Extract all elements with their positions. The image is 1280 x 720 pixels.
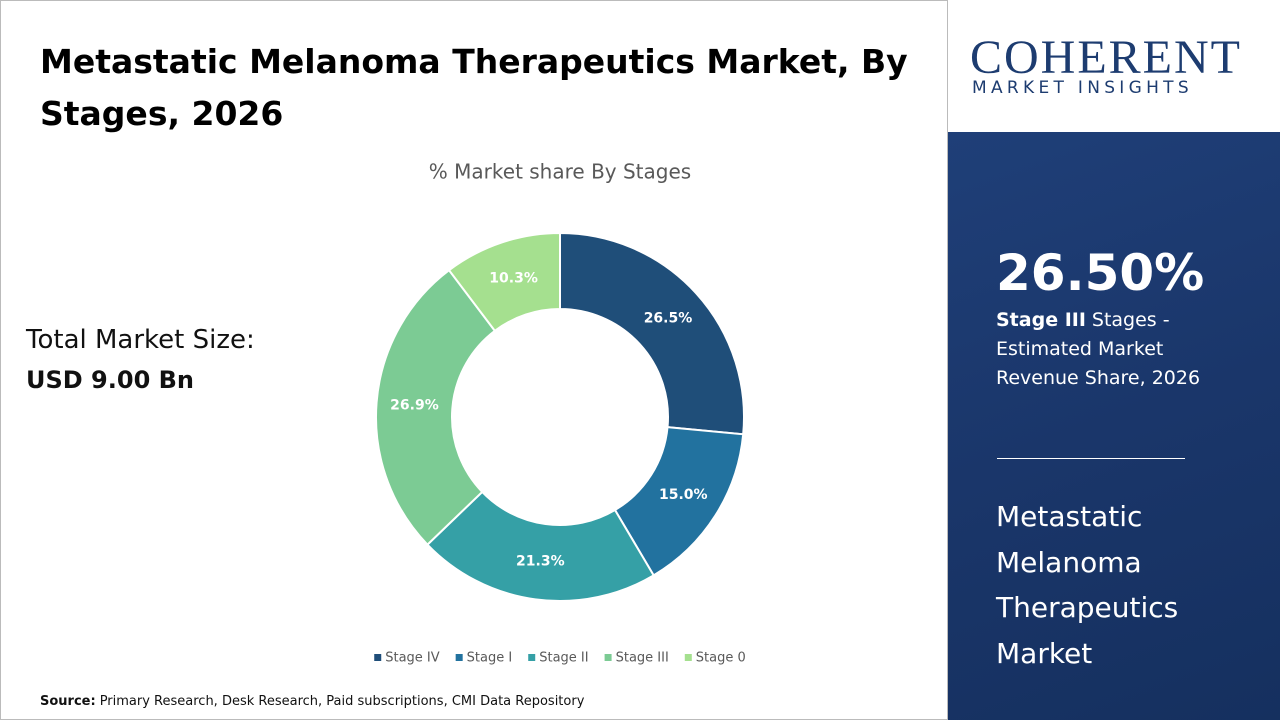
legend-label: Stage IV xyxy=(385,651,440,666)
chart: % Market share By Stages 26.5% 15.0% 21.3%… xyxy=(374,160,746,666)
doughnut-segment xyxy=(447,231,561,333)
highlight-text: Stage III Stages - Estimated Market Reven… xyxy=(996,306,1226,393)
source-text: Primary Research, Desk Research, Paid su… xyxy=(99,694,585,709)
divider xyxy=(997,458,1185,459)
legend-label: Stage I xyxy=(467,651,513,666)
market-name: Metastatic Melanoma Therapeutics Market xyxy=(996,500,1179,670)
legend-swatch xyxy=(684,654,692,661)
sidebar: 26.50% Stage III Stages - Estimated Marke… xyxy=(948,132,1280,720)
legend-label: Stage 0 xyxy=(696,651,746,666)
legend-swatch xyxy=(455,654,463,661)
data-label: 10.3% xyxy=(489,271,538,287)
doughnut-segment xyxy=(426,490,656,602)
chart-title: % Market share By Stages xyxy=(429,160,691,184)
legend-label: Stage II xyxy=(539,651,588,666)
source-label: Source: xyxy=(40,694,96,709)
logo-name: COHERENT xyxy=(970,31,1242,84)
logo: COHERENT MARKET INSIGHTS xyxy=(948,0,1280,132)
legend-swatch xyxy=(528,654,536,661)
total-market-label: Total Market Size: xyxy=(26,325,255,355)
data-label: 21.3% xyxy=(516,554,565,570)
legend-swatch xyxy=(604,654,612,661)
data-label: 15.0% xyxy=(659,487,708,503)
page-title: Metastatic Melanoma Therapeutics Market,… xyxy=(40,42,908,133)
data-label: 26.5% xyxy=(644,311,693,327)
logo-tagline: MARKET INSIGHTS xyxy=(972,78,1193,98)
highlight-value: 26.50% xyxy=(996,244,1205,302)
doughnut-segment xyxy=(559,231,745,436)
highlight-description: Stages - Estimated Market Revenue Share,… xyxy=(996,309,1201,389)
doughnut-segment xyxy=(375,268,497,547)
source: Source: Primary Research, Desk Research, … xyxy=(40,694,584,709)
highlight-segment: Stage III xyxy=(996,309,1086,331)
total-market-value: USD 9.00 Bn xyxy=(26,366,194,394)
legend-label: Stage III xyxy=(616,651,669,666)
legend-swatch xyxy=(374,654,382,661)
data-label: 26.9% xyxy=(390,398,439,414)
